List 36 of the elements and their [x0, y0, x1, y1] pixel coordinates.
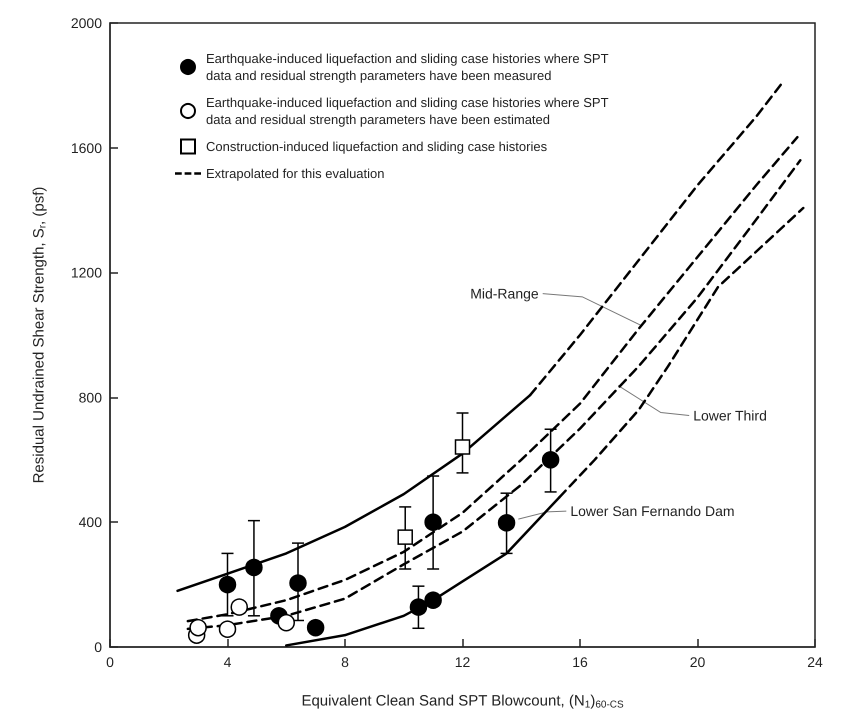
x-tick-label: 12 — [454, 654, 470, 670]
x-tick-label: 16 — [572, 654, 588, 670]
x-tick-label: 0 — [106, 654, 114, 670]
point — [230, 598, 248, 616]
legend-label: Earthquake-induced liquefaction and sliding case histories where SPT data and residual strength parameters have been measured — [206, 51, 612, 83]
x-tick-label: 24 — [807, 654, 823, 670]
point — [542, 451, 560, 469]
legend-label: Extrapolated for this evaluation — [206, 166, 384, 181]
point — [278, 614, 295, 632]
point — [424, 513, 442, 531]
point — [245, 558, 263, 576]
point — [289, 574, 307, 592]
point — [218, 576, 236, 594]
point — [218, 620, 236, 638]
point — [397, 529, 413, 545]
legend-label: Earthquake-induced liquefaction and sliding case histories where SPT data and residual strength parameters have been estimated — [206, 95, 612, 127]
point — [454, 439, 470, 455]
point — [498, 514, 516, 532]
x-tick-label: 4 — [224, 654, 232, 670]
x-tick-label: 8 — [341, 654, 350, 670]
point — [189, 618, 207, 636]
annotation: Mid-Range — [470, 286, 539, 302]
y-tick-label: 0 — [94, 639, 102, 655]
x-tick-label: 20 — [690, 654, 706, 670]
point — [410, 598, 428, 616]
y-tick-label: 400 — [78, 514, 102, 530]
point — [306, 618, 324, 636]
y-tick-label: 2000 — [70, 15, 102, 31]
point — [424, 591, 442, 609]
legend-label: Construction-induced liquefaction and sliding case histories — [206, 139, 548, 154]
annotation: Lower San Fernando Dam — [570, 503, 735, 520]
y-axis-title: Residual Undrained Shear Strength, Sr, (psf) — [30, 186, 48, 484]
y-tick-label: 1200 — [70, 264, 102, 281]
y-tick-label: 1600 — [70, 140, 102, 156]
annotation: Lower Third — [693, 408, 767, 424]
y-tick-label: 800 — [78, 389, 102, 406]
